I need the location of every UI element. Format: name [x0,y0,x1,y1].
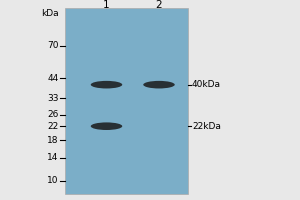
Text: 10: 10 [47,176,58,185]
Text: 26: 26 [47,110,58,119]
Ellipse shape [91,122,122,130]
Bar [64,8,188,194]
Text: kDa: kDa [41,9,58,19]
Ellipse shape [91,81,122,88]
Text: 70: 70 [47,41,58,50]
Text: 14: 14 [47,153,58,162]
Text: 22kDa: 22kDa [192,122,221,131]
Text: 44: 44 [47,74,58,83]
Text: 40kDa: 40kDa [192,80,221,89]
Text: 2: 2 [156,0,162,10]
Text: 33: 33 [47,94,58,103]
Text: 18: 18 [47,136,58,145]
Ellipse shape [143,81,175,88]
Text: 1: 1 [103,0,110,10]
Text: 22: 22 [47,122,58,131]
